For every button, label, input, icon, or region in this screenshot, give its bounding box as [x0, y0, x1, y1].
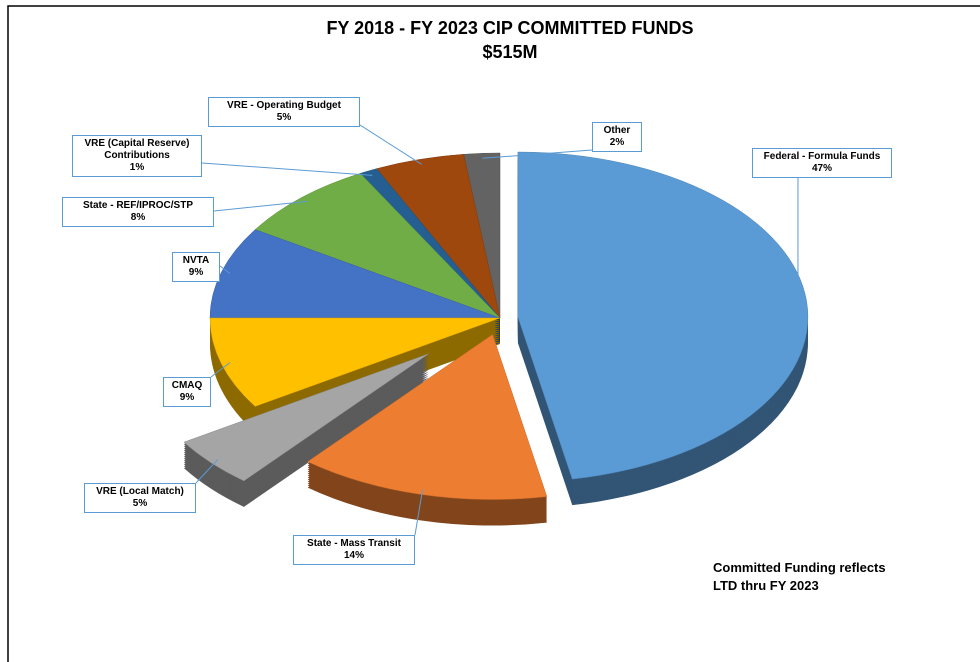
- slice: [517, 151, 809, 480]
- label-name: VRE (Local Match): [96, 486, 184, 497]
- label-value: 2%: [609, 137, 625, 148]
- label-name: State - REF/IPROC/STP: [82, 200, 193, 211]
- leader-line: [359, 124, 422, 165]
- label-value: 9%: [179, 392, 195, 403]
- label-value: 8%: [130, 212, 146, 223]
- data-label: VRE - Operating Budget 5%: [208, 97, 360, 127]
- leader-line: [219, 265, 231, 274]
- label-name: VRE (Capital Reserve) Contributions: [84, 138, 190, 161]
- label-name: VRE - Operating Budget: [227, 100, 341, 111]
- data-label: Other 2%: [592, 122, 642, 152]
- data-label: State - Mass Transit 14%: [293, 535, 415, 565]
- data-label: NVTA 9%: [172, 252, 220, 282]
- label-value: 14%: [343, 550, 364, 561]
- label-name: State - Mass Transit: [307, 538, 401, 549]
- label-name: Federal - Formula Funds: [763, 151, 881, 162]
- data-label: State - REF/IPROC/STP 8%: [62, 197, 214, 227]
- chart-subtitle: $515M: [482, 42, 537, 62]
- data-label: CMAQ 9%: [163, 377, 211, 407]
- label-name: CMAQ: [171, 380, 203, 391]
- label-value: 9%: [188, 267, 204, 278]
- data-label: VRE (Capital Reserve) Contributions 1%: [72, 135, 202, 177]
- slice: [209, 229, 501, 319]
- leader-line: [210, 362, 231, 378]
- label-value: 5%: [276, 112, 292, 123]
- label-value: 47%: [811, 163, 832, 174]
- slice: [209, 317, 501, 407]
- slice: [183, 353, 429, 482]
- chart-title: FY 2018 - FY 2023 CIP COMMITTED FUNDS: [326, 18, 693, 38]
- label-value: 1%: [129, 162, 145, 173]
- label-name: NVTA: [182, 255, 210, 266]
- data-label: Federal - Formula Funds 47%: [752, 148, 892, 178]
- label-name: Other: [603, 125, 631, 136]
- note: Committed Funding reflects: [713, 560, 886, 575]
- leader-line: [201, 162, 373, 176]
- data-label: VRE (Local Match) 5%: [84, 483, 196, 513]
- leader-line: [213, 200, 308, 212]
- note: LTD thru FY 2023: [713, 578, 819, 593]
- leader-line: [482, 149, 593, 159]
- leader-line: [414, 489, 424, 536]
- label-value: 5%: [132, 498, 148, 509]
- leader-line: [195, 459, 219, 484]
- slice: [307, 334, 548, 500]
- slice: [254, 173, 501, 319]
